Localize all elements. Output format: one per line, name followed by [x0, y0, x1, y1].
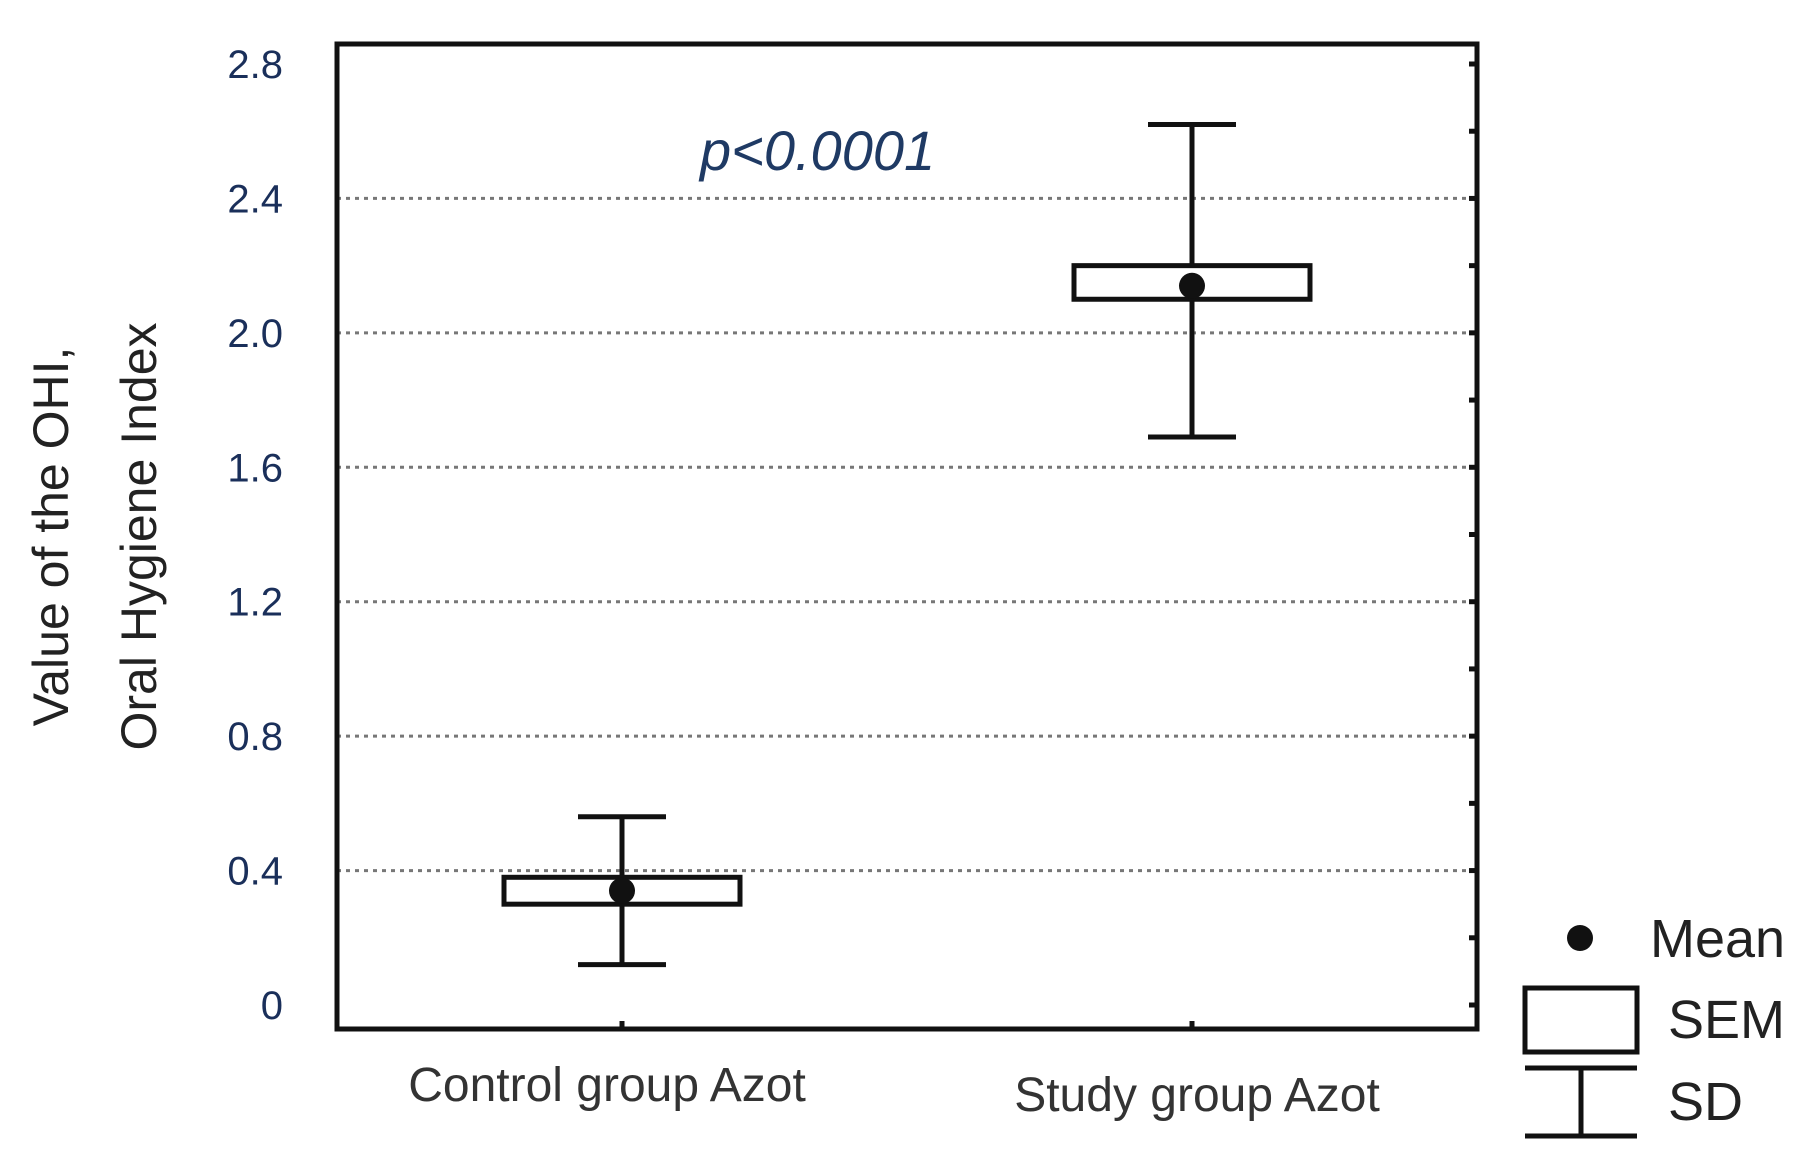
legend-label-sd: SD	[1668, 1072, 1743, 1132]
y-tick-labels: 0 0.4 0.8 1.2 1.6 2.0 2.4 2.8	[227, 43, 283, 1028]
mean-point	[1179, 272, 1205, 299]
group-study	[1071, 121, 1313, 440]
y-tick-label: 1.6	[227, 446, 283, 490]
legend-label-mean: Mean	[1650, 909, 1785, 969]
legend-mean-dot	[1567, 925, 1593, 951]
p-value-annotation: p<0.0001	[698, 119, 935, 182]
legend: Mean SEM SD	[1522, 909, 1785, 1139]
x-category-labels: Control group Azot Study group Azot	[408, 1059, 1380, 1122]
y-axis-label-line: Value of the OHI,	[23, 347, 79, 727]
gridlines	[337, 196, 1477, 873]
y-tick-label: 0.4	[227, 850, 283, 894]
legend-sem-box	[1522, 985, 1640, 1055]
x-category-label: Control group Azot	[408, 1059, 806, 1112]
y-tick-label: 1.2	[227, 581, 283, 625]
y-axis-label-line: Oral Hygiene Index	[111, 322, 167, 750]
chart-marks	[501, 121, 1313, 968]
legend-label-sem: SEM	[1668, 990, 1785, 1050]
y-tick-label: 0.8	[227, 715, 283, 759]
mean-point	[609, 877, 635, 904]
y-tick-label: 2.8	[227, 43, 283, 87]
y-tick-label: 2.0	[227, 312, 283, 356]
y-tick-label: 0	[261, 984, 283, 1028]
x-category-label: Study group Azot	[1014, 1069, 1380, 1122]
y-tick-label: 2.4	[227, 177, 283, 221]
frame-ticks	[619, 61, 1477, 1029]
y-axis-label: Value of the OHI, Oral Hygiene Index	[23, 322, 167, 750]
group-control	[501, 814, 743, 968]
